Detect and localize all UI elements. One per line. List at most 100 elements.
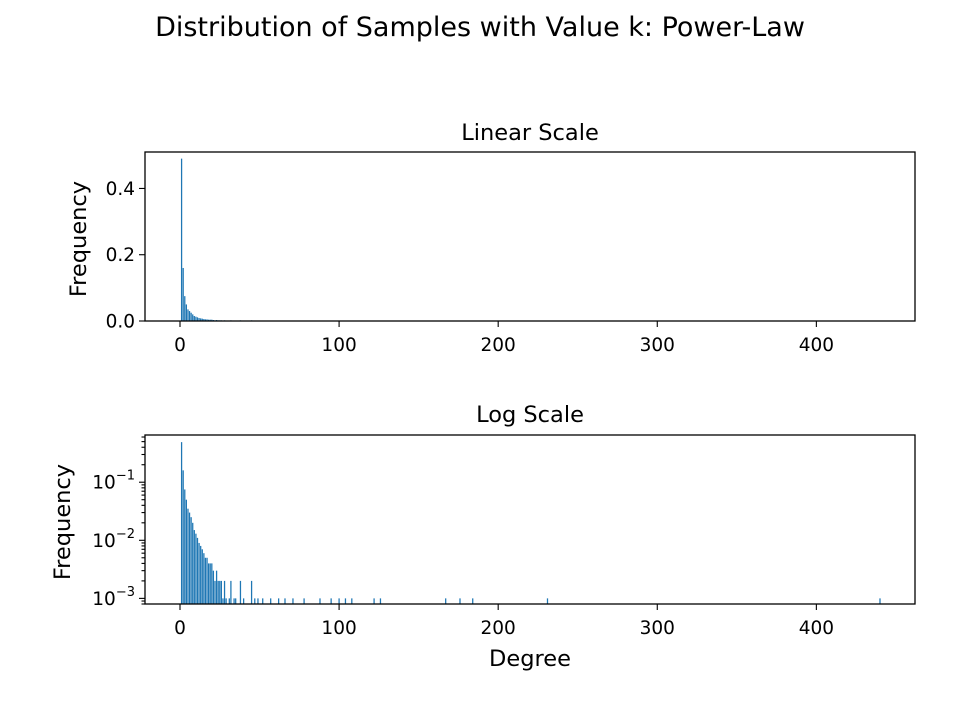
log-y-tick-label: 10−1 xyxy=(92,469,135,494)
log-bar xyxy=(254,598,256,604)
log-scale-panel: Log Scale Frequency 0 100 200 300 400 10−310… xyxy=(50,402,916,672)
log-bar xyxy=(214,580,216,604)
log-bar xyxy=(228,598,230,604)
log-bar xyxy=(206,557,208,604)
log-bar xyxy=(546,598,549,604)
log-bar xyxy=(192,522,194,604)
linear-y-tick-label: 0.2 xyxy=(106,245,135,266)
linear-x-axis-ticks: 0 100 200 300 400 xyxy=(174,321,834,356)
linear-bar xyxy=(206,319,208,321)
log-bar xyxy=(184,489,186,604)
linear-bar xyxy=(184,296,186,321)
log-bar xyxy=(330,598,332,604)
log-bar xyxy=(185,499,187,604)
log-bar xyxy=(195,533,197,604)
linear-bar xyxy=(188,311,191,321)
log-bar xyxy=(250,580,253,604)
log-bar xyxy=(445,598,447,604)
log-x-tick-label: 200 xyxy=(481,618,516,639)
log-bar xyxy=(235,598,237,604)
log-bar xyxy=(344,598,347,604)
figure-title: Distribution of Samples with Value k: Po… xyxy=(155,12,805,43)
log-bar xyxy=(200,545,202,604)
log-x-axis-label: Degree xyxy=(489,646,571,672)
linear-x-tick-label: 200 xyxy=(481,335,516,356)
log-bar xyxy=(230,580,232,604)
log-bar xyxy=(879,598,881,604)
log-bar xyxy=(209,563,211,604)
log-bar xyxy=(182,470,184,604)
linear-y-axis-label: Frequency xyxy=(66,181,92,297)
log-bar xyxy=(459,598,461,604)
log-bar xyxy=(303,598,305,604)
log-bar xyxy=(319,598,321,604)
log-bar xyxy=(225,598,227,604)
linear-bars xyxy=(180,158,881,321)
log-x-tick-label: 400 xyxy=(799,618,834,639)
linear-x-tick-label: 300 xyxy=(640,335,675,356)
log-bar xyxy=(198,542,200,604)
linear-x-tick-label: 0 xyxy=(174,335,186,356)
log-bar xyxy=(257,598,259,604)
log-bar xyxy=(262,598,264,604)
log-bar xyxy=(239,580,242,604)
log-bar xyxy=(204,557,207,604)
log-bar xyxy=(208,563,210,604)
linear-bar xyxy=(182,267,184,321)
log-bar xyxy=(472,598,474,604)
log-bar xyxy=(212,570,215,604)
log-bar xyxy=(223,580,226,604)
log-bar xyxy=(222,598,224,604)
linear-bar xyxy=(198,318,200,321)
linear-y-axis-ticks: 0.0 0.2 0.4 xyxy=(106,179,145,333)
log-bars xyxy=(180,442,881,604)
linear-bar xyxy=(196,317,199,321)
log-bar xyxy=(190,517,192,604)
linear-bar xyxy=(200,318,202,321)
log-x-axis-ticks: 0 100 200 300 400 xyxy=(174,604,834,639)
log-bar xyxy=(180,442,183,604)
log-x-tick-label: 0 xyxy=(174,618,186,639)
linear-bar xyxy=(204,319,207,321)
linear-x-tick-label: 100 xyxy=(321,335,356,356)
linear-bar xyxy=(195,316,197,321)
log-bar xyxy=(219,580,221,604)
linear-bar xyxy=(203,319,205,321)
log-bar xyxy=(243,598,245,604)
linear-bar xyxy=(209,319,211,321)
linear-bar xyxy=(192,314,194,321)
linear-x-tick-label: 400 xyxy=(799,335,834,356)
log-bar xyxy=(215,570,218,604)
log-bar xyxy=(292,598,294,604)
log-bar xyxy=(284,598,286,604)
linear-plot-frame xyxy=(144,151,916,322)
log-y-axis-ticks: 10−3 10−2 10−1 xyxy=(92,436,145,610)
linear-bar xyxy=(211,319,213,321)
log-bar xyxy=(233,598,235,604)
linear-scale-panel: Linear Scale Frequency 0 100 200 300 400 0.0… xyxy=(66,120,916,356)
log-panel-title: Log Scale xyxy=(476,402,584,428)
log-y-tick-label: 10−3 xyxy=(92,585,135,610)
log-bar xyxy=(270,598,272,604)
log-bar xyxy=(196,537,199,604)
log-bar xyxy=(373,598,375,604)
log-y-axis-label: Frequency xyxy=(50,464,76,580)
linear-y-tick-label: 0.0 xyxy=(106,312,135,333)
log-bar xyxy=(217,580,219,604)
log-bar xyxy=(203,553,205,604)
linear-bar xyxy=(193,316,195,321)
log-bar xyxy=(211,563,213,604)
linear-bar xyxy=(180,158,183,321)
log-x-tick-label: 300 xyxy=(640,618,675,639)
log-y-tick-label: 10−2 xyxy=(92,527,135,552)
log-x-tick-label: 100 xyxy=(321,618,356,639)
linear-bar xyxy=(187,309,189,321)
linear-y-tick-label: 0.4 xyxy=(106,179,135,200)
log-plot-frame xyxy=(144,434,916,605)
linear-bar xyxy=(208,319,210,321)
linear-panel-title: Linear Scale xyxy=(461,120,599,146)
log-bar xyxy=(188,512,191,604)
log-bar xyxy=(187,508,189,604)
log-bar xyxy=(379,598,382,604)
